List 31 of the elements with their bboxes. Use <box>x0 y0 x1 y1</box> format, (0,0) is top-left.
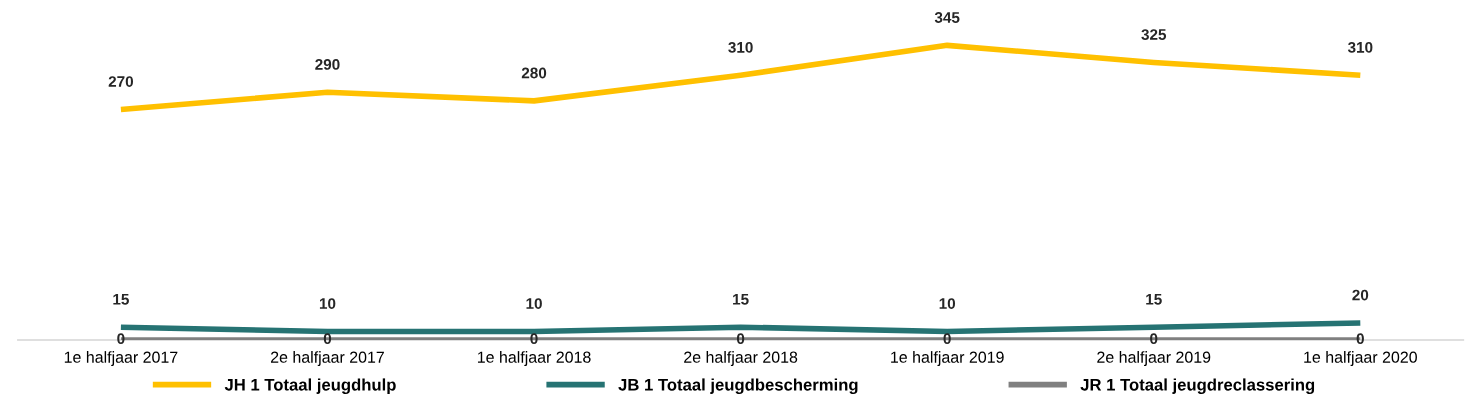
data-label: 310 <box>1347 41 1373 53</box>
x-tick-label: 1e halfjaar 2018 <box>477 351 591 366</box>
x-tick-label: 1e halfjaar 2019 <box>891 351 1004 366</box>
data-label: 325 <box>1141 29 1167 40</box>
x-tick-label: 2e halfjaar 2017 <box>271 351 384 366</box>
legend-label: JH 1 Totaal jeugdhulp <box>224 378 396 394</box>
data-label: 10 <box>939 298 956 309</box>
data-label: 15 <box>113 294 129 305</box>
data-label: 15 <box>1146 294 1162 305</box>
data-label: 0 <box>117 333 125 345</box>
data-label: 0 <box>943 333 951 345</box>
x-tick-label: 2e halfjaar 2018 <box>684 351 798 366</box>
legend-label: JR 1 Totaal jeugdreclassering <box>1080 378 1315 394</box>
data-label: 280 <box>521 67 547 79</box>
data-label: 0 <box>736 333 745 345</box>
data-label: 310 <box>728 41 753 53</box>
data-label: 0 <box>1356 333 1364 345</box>
data-label: 0 <box>323 333 332 345</box>
x-tick-label: 1e halfjaar 2020 <box>1304 351 1417 366</box>
data-label: 270 <box>108 76 134 87</box>
data-label: 20 <box>1352 289 1369 301</box>
data-label: 0 <box>1150 333 1158 345</box>
data-label: 290 <box>315 59 340 70</box>
data-label: 15 <box>733 294 749 305</box>
data-label: 10 <box>319 298 336 309</box>
x-tick-label: 2e halfjaar 2019 <box>1097 351 1211 366</box>
data-label: 345 <box>934 12 960 23</box>
data-label: 0 <box>530 333 538 345</box>
data-label: 10 <box>526 298 542 309</box>
legend-label: JB 1 Totaal jeugdbescherming <box>618 378 858 394</box>
x-tick-label: 1e halfjaar 2017 <box>64 351 178 366</box>
